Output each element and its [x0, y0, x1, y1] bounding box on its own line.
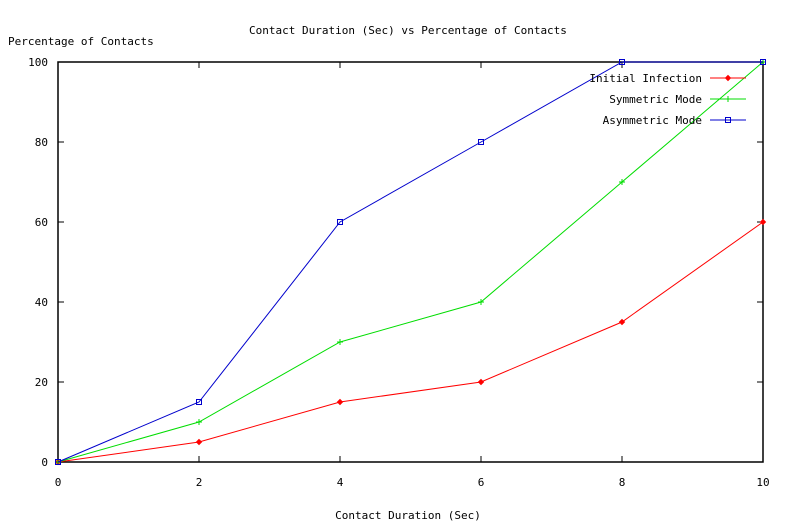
- y-tick-label: 40: [35, 296, 48, 309]
- y-tick-label: 0: [41, 456, 48, 469]
- data-point-initial-infection: [477, 378, 485, 386]
- legend-item-asymmetric-mode: Asymmetric Mode: [603, 114, 746, 127]
- data-point-asymmetric-mode: [196, 399, 202, 405]
- y-tick-label: 100: [28, 56, 48, 69]
- data-point-initial-infection: [195, 438, 203, 446]
- x-axis-label: Contact Duration (Sec): [335, 509, 481, 522]
- data-point-asymmetric-mode: [760, 59, 766, 65]
- data-point-initial-infection: [759, 218, 767, 226]
- data-point-symmetric-mode: [478, 299, 484, 305]
- legend-item-symmetric-mode: Symmetric Mode: [609, 93, 746, 106]
- y-tick-label: 20: [35, 376, 48, 389]
- legend-marker: [724, 74, 732, 82]
- legend: Initial Infection Symmetric Mode Asymmetri…: [589, 72, 746, 127]
- legend-label: Asymmetric Mode: [603, 114, 702, 127]
- x-tick-label: 2: [196, 476, 203, 489]
- data-point-symmetric-mode: [337, 339, 343, 345]
- data-point-asymmetric-mode: [478, 139, 484, 145]
- series-line-symmetric-mode: [57, 61, 764, 463]
- data-point-initial-infection: [618, 318, 626, 326]
- chart-title: Contact Duration (Sec) vs Percentage of …: [249, 24, 567, 37]
- series-asymmetric-mode: [55, 59, 766, 465]
- data-point-asymmetric-mode: [337, 219, 343, 225]
- y-axis-label: Percentage of Contacts: [8, 35, 154, 48]
- series-line-initial-infection: [57, 221, 764, 463]
- data-point-asymmetric-mode: [55, 459, 61, 465]
- data-point-symmetric-mode: [619, 179, 625, 185]
- data-point-initial-infection: [336, 398, 344, 406]
- x-tick-label: 6: [478, 476, 485, 489]
- legend-label: Initial Infection: [589, 72, 702, 85]
- legend-label: Symmetric Mode: [609, 93, 702, 106]
- y-tick-label: 60: [35, 216, 48, 229]
- x-tick-label: 8: [619, 476, 626, 489]
- y-tick-label: 80: [35, 136, 48, 149]
- series-line-asymmetric-mode: [57, 61, 763, 463]
- data-point-symmetric-mode: [196, 419, 202, 425]
- legend-marker: [725, 96, 731, 102]
- x-tick-label: 4: [337, 476, 344, 489]
- legend-item-initial-infection: Initial Infection: [589, 72, 746, 85]
- series-initial-infection: [54, 218, 767, 466]
- data-point-asymmetric-mode: [619, 59, 625, 65]
- plot-frame: [57, 61, 764, 463]
- x-tick-label: 10: [756, 476, 769, 489]
- x-tick-label: 0: [55, 476, 62, 489]
- legend-marker: [725, 117, 731, 123]
